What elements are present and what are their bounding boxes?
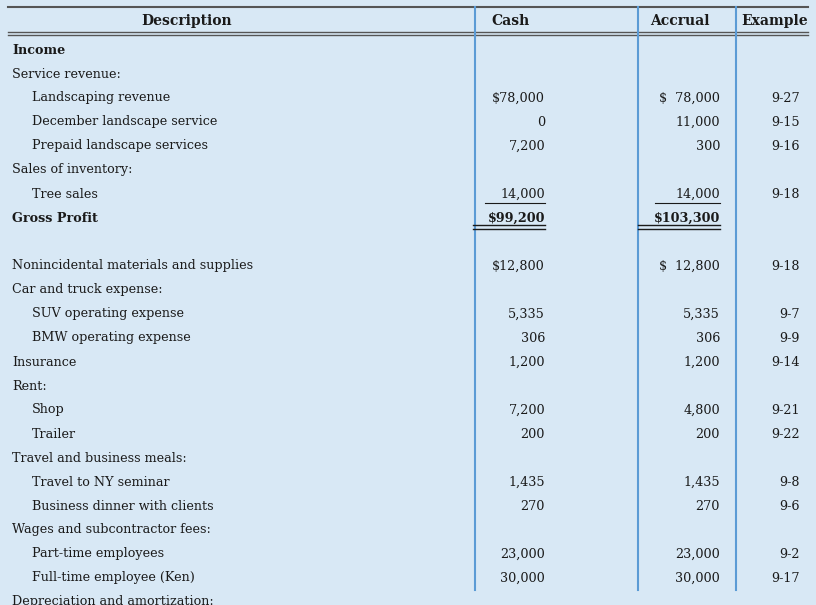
Text: 1,200: 1,200 bbox=[684, 356, 720, 368]
Text: 9-18: 9-18 bbox=[771, 260, 800, 272]
Text: 9-27: 9-27 bbox=[771, 91, 800, 105]
Text: 9-14: 9-14 bbox=[771, 356, 800, 368]
Text: SUV operating expense: SUV operating expense bbox=[32, 307, 184, 321]
Text: 1,435: 1,435 bbox=[508, 476, 545, 488]
Text: 9-6: 9-6 bbox=[779, 500, 800, 512]
Text: 7,200: 7,200 bbox=[508, 404, 545, 416]
Text: 4,800: 4,800 bbox=[683, 404, 720, 416]
Text: 306: 306 bbox=[695, 332, 720, 344]
Text: 14,000: 14,000 bbox=[676, 188, 720, 200]
Text: Car and truck expense:: Car and truck expense: bbox=[12, 284, 162, 296]
Text: 306: 306 bbox=[521, 332, 545, 344]
Text: 300: 300 bbox=[695, 140, 720, 152]
Text: Depreciation and amortization:: Depreciation and amortization: bbox=[12, 595, 214, 605]
Text: 1,200: 1,200 bbox=[508, 356, 545, 368]
Text: Nonincidental materials and supplies: Nonincidental materials and supplies bbox=[12, 260, 253, 272]
Text: Rent:: Rent: bbox=[12, 379, 47, 393]
Text: Service revenue:: Service revenue: bbox=[12, 68, 121, 80]
Text: Cash: Cash bbox=[491, 14, 529, 28]
Text: Prepaid landscape services: Prepaid landscape services bbox=[32, 140, 208, 152]
Text: 9-21: 9-21 bbox=[771, 404, 800, 416]
Text: $103,300: $103,300 bbox=[654, 212, 720, 224]
Text: $99,200: $99,200 bbox=[487, 212, 545, 224]
Text: 9-15: 9-15 bbox=[771, 116, 800, 128]
Text: 9-22: 9-22 bbox=[771, 428, 800, 440]
Text: Accrual: Accrual bbox=[650, 14, 710, 28]
Text: 9-8: 9-8 bbox=[779, 476, 800, 488]
Text: 23,000: 23,000 bbox=[676, 548, 720, 560]
Text: 9-9: 9-9 bbox=[779, 332, 800, 344]
Text: 30,000: 30,000 bbox=[500, 572, 545, 584]
Text: 9-7: 9-7 bbox=[779, 307, 800, 321]
Text: Sales of inventory:: Sales of inventory: bbox=[12, 163, 132, 177]
Text: BMW operating expense: BMW operating expense bbox=[32, 332, 191, 344]
Text: 9-17: 9-17 bbox=[771, 572, 800, 584]
Text: Tree sales: Tree sales bbox=[32, 188, 98, 200]
Text: 23,000: 23,000 bbox=[500, 548, 545, 560]
Text: 270: 270 bbox=[521, 500, 545, 512]
Text: 11,000: 11,000 bbox=[676, 116, 720, 128]
Text: Gross Profit: Gross Profit bbox=[12, 212, 98, 224]
Text: Travel and business meals:: Travel and business meals: bbox=[12, 451, 187, 465]
Text: $12,800: $12,800 bbox=[492, 260, 545, 272]
Text: 200: 200 bbox=[521, 428, 545, 440]
Text: Wages and subcontractor fees:: Wages and subcontractor fees: bbox=[12, 523, 211, 537]
Text: 1,435: 1,435 bbox=[683, 476, 720, 488]
Text: Part-time employees: Part-time employees bbox=[32, 548, 164, 560]
Text: Shop: Shop bbox=[32, 404, 64, 416]
Text: Description: Description bbox=[142, 14, 233, 28]
Text: 5,335: 5,335 bbox=[683, 307, 720, 321]
Text: 270: 270 bbox=[695, 500, 720, 512]
Text: 14,000: 14,000 bbox=[500, 188, 545, 200]
Text: Full-time employee (Ken): Full-time employee (Ken) bbox=[32, 572, 195, 584]
Text: 5,335: 5,335 bbox=[508, 307, 545, 321]
Text: 0: 0 bbox=[537, 116, 545, 128]
Text: Landscaping revenue: Landscaping revenue bbox=[32, 91, 171, 105]
Text: Business dinner with clients: Business dinner with clients bbox=[32, 500, 214, 512]
Text: 9-2: 9-2 bbox=[779, 548, 800, 560]
Text: December landscape service: December landscape service bbox=[32, 116, 217, 128]
Text: $78,000: $78,000 bbox=[492, 91, 545, 105]
Text: 200: 200 bbox=[695, 428, 720, 440]
Text: 9-16: 9-16 bbox=[771, 140, 800, 152]
Text: $  12,800: $ 12,800 bbox=[659, 260, 720, 272]
Text: $  78,000: $ 78,000 bbox=[659, 91, 720, 105]
Text: 7,200: 7,200 bbox=[508, 140, 545, 152]
Text: Example: Example bbox=[742, 14, 809, 28]
Text: Travel to NY seminar: Travel to NY seminar bbox=[32, 476, 170, 488]
Text: 30,000: 30,000 bbox=[676, 572, 720, 584]
Text: Trailer: Trailer bbox=[32, 428, 76, 440]
Text: Insurance: Insurance bbox=[12, 356, 77, 368]
Text: Income: Income bbox=[12, 44, 65, 56]
Text: 9-18: 9-18 bbox=[771, 188, 800, 200]
